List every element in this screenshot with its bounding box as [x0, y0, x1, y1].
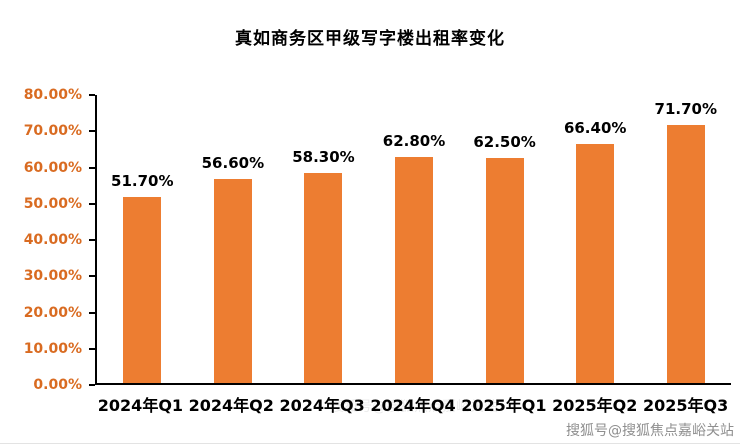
bar-column: 71.70%	[640, 95, 731, 383]
bar-value-label: 71.70%	[654, 99, 717, 118]
y-axis: 0.00% 10.00% 20.00% 30.00% 40.00% 50.00% 60.00…	[0, 87, 95, 393]
bar	[666, 124, 705, 383]
y-tick-label: 70.00%	[23, 123, 82, 140]
bar-column: 62.50%	[459, 95, 550, 383]
bar-value-label: 51.70%	[111, 171, 174, 190]
x-tick-label: 2025年Q3	[642, 396, 729, 415]
bar-column: 62.80%	[369, 95, 460, 383]
bar	[395, 156, 434, 383]
y-tick-mark	[89, 347, 95, 350]
y-tick-label: 80.00%	[23, 87, 82, 103]
y-tick-mark	[89, 130, 95, 133]
x-tick-label: 2024年Q1	[97, 396, 184, 415]
bar	[485, 158, 524, 383]
bar-column: 66.40%	[550, 95, 641, 383]
bar-column: 51.70%	[97, 95, 188, 383]
bar	[213, 179, 252, 383]
x-axis-labels: 2024年Q1 2024年Q2 2024年Q3 2024年Q4 2025年Q1 2025年…	[95, 392, 731, 416]
x-tick-label: 2024年Q3	[279, 396, 365, 415]
bar	[576, 143, 615, 383]
y-tick-mark	[89, 94, 95, 96]
bar	[123, 196, 162, 383]
chart-title: 真如商务区甲级写字楼出租率变化	[235, 29, 505, 49]
y-tick-mark	[89, 239, 95, 241]
bar-value-label: 66.40%	[563, 118, 627, 137]
y-tick-mark	[89, 166, 95, 169]
bar-column: 56.60%	[188, 95, 279, 383]
x-tick-label: 2025年Q2	[552, 396, 638, 415]
y-tick-label: 10.00%	[23, 340, 82, 357]
bar-value-label: 62.80%	[382, 131, 446, 150]
y-tick-mark	[89, 311, 95, 314]
y-tick-mark	[89, 202, 95, 205]
y-tick-label: 60.00%	[23, 159, 82, 176]
x-tick-label: 2024年Q2	[188, 396, 274, 415]
bar-value-label: 58.30%	[292, 148, 355, 167]
y-tick-mark	[89, 384, 95, 386]
bar-value-label: 62.50%	[473, 133, 536, 151]
plot-area: 51.70% 56.60% 58.30% 62.80% 62.50% 66.40% 71.7…	[95, 95, 731, 385]
bars-row: 51.70% 56.60% 58.30% 62.80% 62.50% 66.40% 71.7…	[97, 95, 731, 383]
watermark: 搜狐号@搜狐焦点嘉峪关站	[566, 423, 734, 439]
y-tick-label: 50.00%	[23, 195, 82, 212]
bar	[304, 173, 343, 383]
y-tick-label: 30.00%	[23, 268, 82, 285]
x-tick-label: 2024年Q4	[370, 396, 456, 415]
bar-column: 58.30%	[278, 95, 369, 383]
y-tick-label: 20.00%	[23, 304, 82, 321]
bar-value-label: 56.60%	[201, 154, 265, 173]
y-tick-label: 0.00%	[33, 377, 82, 393]
x-tick-label: 2025年Q1	[461, 396, 547, 415]
y-tick-label: 40.00%	[23, 232, 82, 248]
y-tick-mark	[89, 275, 95, 278]
